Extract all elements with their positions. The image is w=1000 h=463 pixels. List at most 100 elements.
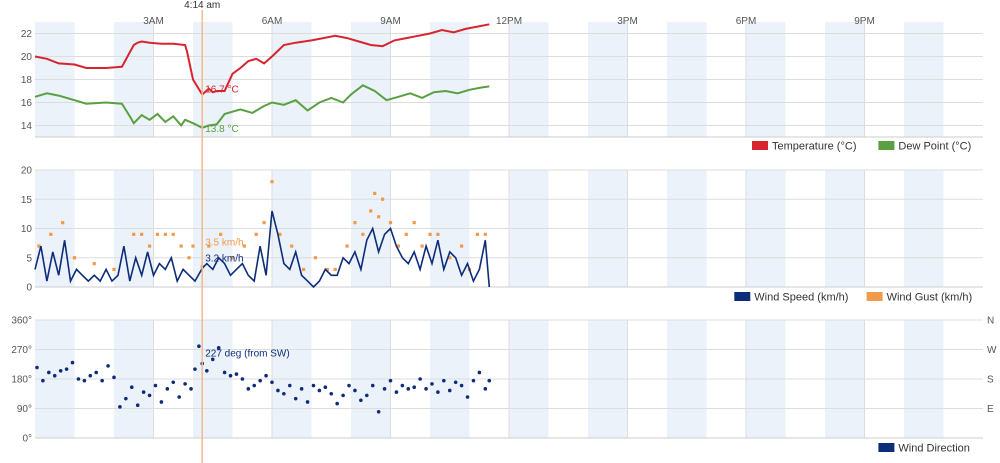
crosshair-temperature-label: 16.7 °C (205, 84, 238, 95)
wind-gust-point (49, 232, 53, 236)
wind-direction-point (58, 369, 63, 373)
wind-direction-point (370, 383, 375, 388)
legend-label: Wind Speed (km/h) (754, 292, 848, 304)
wind-direction-point (270, 380, 274, 385)
wind-direction-point (47, 370, 51, 375)
wind-direction-point (171, 380, 176, 385)
wind-direction-point (299, 387, 304, 391)
wind-gust-point (37, 244, 41, 248)
wind-gust-point (460, 244, 464, 248)
wind-direction-point (382, 387, 387, 391)
x-tick-label: 3AM (143, 16, 164, 27)
y-tick-label: 0 (26, 283, 32, 294)
wind-direction-point (418, 377, 422, 381)
wind-gust-point (230, 256, 235, 260)
wind-direction-point (165, 387, 170, 391)
wind-gust-point (155, 232, 160, 236)
wind-direction-point (52, 373, 57, 378)
wind-direction-point (335, 401, 339, 406)
legend-label: Temperature (°C) (772, 141, 856, 153)
wind-direction-point (205, 369, 209, 373)
legend-label: Wind Gust (km/h) (887, 292, 973, 304)
y-tick-label: 16 (21, 98, 33, 109)
wind-direction-point (240, 377, 245, 381)
wind-direction-point (118, 405, 122, 409)
legend-swatch (734, 292, 751, 301)
wind-gust-point (72, 256, 77, 260)
legend-label: Dew Point (°C) (898, 141, 971, 153)
wind-direction-point (106, 364, 110, 368)
wind-gust-point (242, 244, 246, 248)
wind-direction-point (365, 393, 369, 398)
compass-tick-label: N (987, 316, 994, 327)
dew-point-line (34, 84, 490, 129)
wind-direction-point (41, 378, 45, 383)
wind-direction-point (94, 370, 99, 375)
y-tick-label: 180° (11, 375, 32, 386)
wind-gust-point (302, 267, 306, 272)
wind-direction-point (258, 378, 262, 383)
wind-direction-point (436, 390, 440, 394)
wind-direction-point (353, 388, 357, 393)
wind-gust-point (361, 232, 365, 236)
y-tick-label: 20 (21, 166, 33, 177)
wind-direction-point (222, 370, 227, 375)
x-tick-label: 6AM (262, 16, 283, 27)
wind-direction-point (153, 383, 158, 388)
wind-gust-point (219, 232, 223, 236)
wind-gust-point (388, 221, 393, 225)
x-tick-label: 6PM (736, 16, 757, 27)
wind-gust-point (448, 256, 452, 260)
wind-direction-point (35, 365, 39, 370)
grid-lines (35, 22, 983, 439)
legend-label: Wind Direction (898, 443, 970, 455)
wind-gust-point (345, 244, 349, 248)
compass-tick-label: S (987, 375, 994, 386)
wind-gust-point (187, 256, 191, 260)
wind-direction-point (388, 378, 393, 383)
wind-gust-point (412, 221, 416, 225)
wind-gust-point (483, 232, 487, 236)
wind-direction-point (264, 373, 268, 378)
wind-direction-point (88, 373, 93, 378)
wind-direction-point (477, 370, 482, 375)
wind-direction-point (453, 380, 458, 385)
wind-direction-point (276, 388, 280, 393)
wind-gust-point (191, 244, 195, 248)
wind-gust-point (179, 244, 183, 248)
y-tick-label: 0° (22, 434, 32, 445)
wind-direction-point (329, 391, 334, 396)
y-tick-label: 10 (21, 224, 33, 235)
wind-gust-point (147, 244, 152, 248)
time-bands (35, 22, 944, 438)
x-tick-label: 9PM (854, 16, 875, 27)
y-tick-label: 15 (21, 195, 33, 206)
wind-gust-point (313, 256, 318, 260)
wind-direction-point (412, 385, 417, 389)
wind-gust-point (278, 232, 282, 236)
wind-gust-point (381, 197, 385, 201)
wind-direction-point (317, 388, 322, 393)
crosshair-wind-gust-label: 3.5 km/h (205, 238, 243, 249)
y-tick-label: 360° (11, 316, 32, 327)
y-tick-label: 5 (26, 253, 32, 264)
wind-gust-point (140, 232, 144, 236)
wind-direction-point (447, 388, 452, 393)
wind-gust-point (112, 267, 116, 272)
legend: Dew Point (°C) Temperature (°C) Wind Gust … (734, 141, 972, 455)
wind-direction-point (216, 346, 221, 350)
wind-gust-point (436, 232, 440, 236)
wind-gust-point (325, 267, 329, 272)
wind-direction-point (442, 378, 446, 383)
wind-direction-point (112, 375, 116, 380)
x-tick-label: 9AM (380, 16, 401, 27)
wind-gust-point (404, 232, 408, 236)
wind-direction-point (64, 367, 69, 371)
wind-direction-point (311, 383, 316, 388)
wind-speed-line (34, 210, 491, 289)
y-tick-label: 20 (21, 52, 33, 63)
wind-gust-point (396, 244, 400, 248)
wind-direction-point (135, 403, 140, 408)
wind-direction-point (483, 387, 488, 391)
legend-swatch (878, 443, 895, 452)
